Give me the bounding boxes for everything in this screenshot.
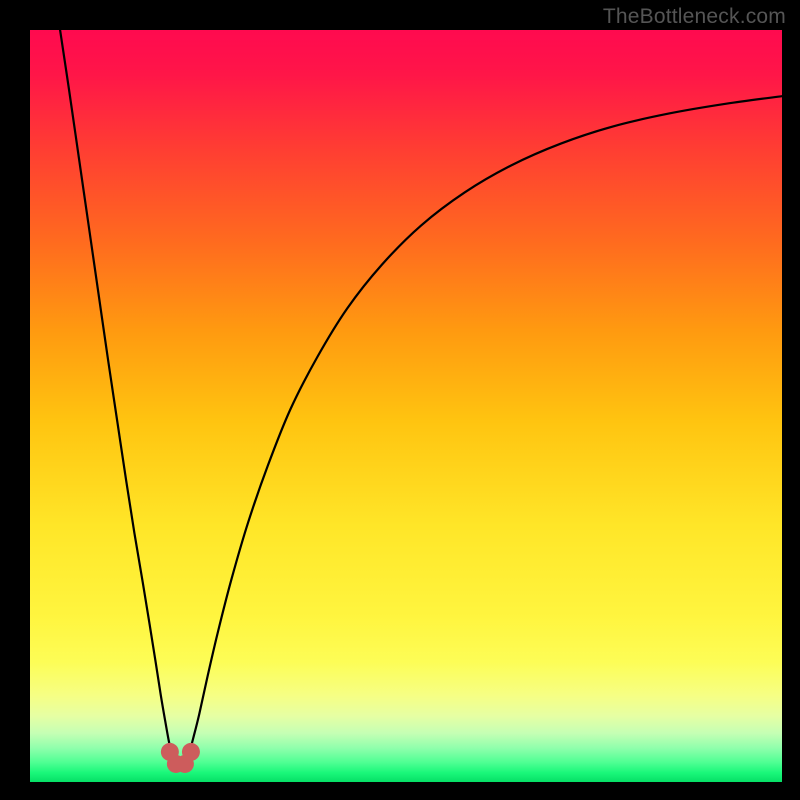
chart-frame: TheBottleneck.com xyxy=(0,0,800,800)
watermark-text: TheBottleneck.com xyxy=(603,5,786,29)
bottleneck-chart xyxy=(30,30,782,782)
frame-border-left xyxy=(0,0,30,800)
chart-background xyxy=(30,30,782,782)
frame-border-right xyxy=(782,0,800,800)
frame-border-bottom xyxy=(0,782,800,800)
dip-marker xyxy=(182,743,200,761)
